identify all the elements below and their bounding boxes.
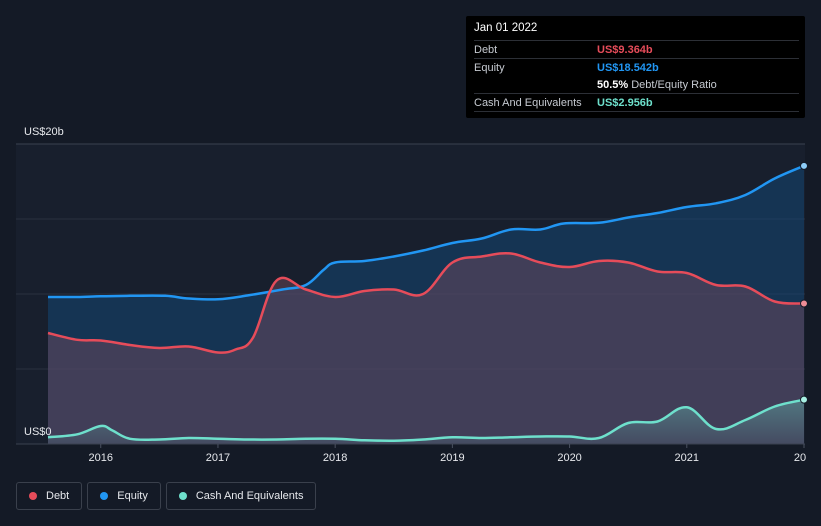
x-axis-ticks: 2016 2017 2018 2019 2020 2021 20 bbox=[89, 444, 806, 464]
x-tick-label: 2017 bbox=[206, 452, 230, 464]
tooltip-ratio-label: Debt/Equity Ratio bbox=[631, 78, 717, 91]
data-tooltip: Jan 01 2022 Debt US$9.364b Equity US$18.… bbox=[466, 16, 805, 118]
debt-line bbox=[47, 251, 805, 354]
chart-legend: Debt Equity Cash And Equivalents bbox=[16, 482, 321, 510]
tooltip-ratio-row: 50.5% Debt/Equity Ratio bbox=[474, 76, 799, 93]
debt-dot-icon bbox=[29, 492, 37, 500]
y-axis-max-label: US$20b bbox=[24, 126, 64, 138]
y-axis-zero-label: US$0 bbox=[24, 426, 52, 438]
tooltip-debt-row: Debt US$9.364b bbox=[474, 40, 799, 58]
x-tick-label: 2019 bbox=[440, 452, 464, 464]
tooltip-debt-label: Debt bbox=[474, 43, 498, 56]
equity-line bbox=[47, 164, 805, 301]
cash-endpoint-marker[interactable] bbox=[800, 395, 808, 404]
equity-dot-icon bbox=[100, 492, 109, 500]
tooltip-equity-row: Equity US$18.542b bbox=[474, 58, 799, 76]
cash-area bbox=[48, 399, 804, 444]
legend-item-cash[interactable]: Cash And Equivalents bbox=[165, 482, 317, 510]
x-tick-label: 2018 bbox=[323, 452, 347, 464]
tooltip-equity-label: Equity bbox=[474, 61, 505, 74]
cash-line bbox=[47, 398, 805, 442]
x-tick-label: 2020 bbox=[557, 452, 581, 464]
cash-dot-icon bbox=[178, 492, 187, 500]
x-tick-label: 20 bbox=[794, 452, 806, 464]
tooltip-date: Jan 01 2022 bbox=[474, 22, 538, 34]
legend-item-equity[interactable]: Equity bbox=[87, 482, 161, 510]
x-tick-label: 2021 bbox=[675, 452, 699, 464]
tooltip-ratio-value: 50.5% bbox=[597, 78, 629, 91]
debt-endpoint-marker[interactable] bbox=[800, 299, 808, 308]
debt-area bbox=[48, 253, 804, 444]
legend-equity-label: Equity bbox=[117, 490, 148, 502]
legend-cash-label: Cash And Equivalents bbox=[195, 490, 304, 502]
tooltip-debt-value: US$9.364b bbox=[597, 43, 653, 56]
tooltip-cash-row: Cash And Equivalents US$2.956b bbox=[474, 93, 799, 112]
legend-item-debt[interactable]: Debt bbox=[16, 482, 83, 510]
equity-area bbox=[48, 165, 804, 444]
tooltip-cash-value: US$2.956b bbox=[597, 96, 653, 109]
legend-debt-label: Debt bbox=[46, 490, 70, 502]
equity-endpoint-marker[interactable] bbox=[800, 161, 808, 170]
x-tick-label: 2016 bbox=[89, 452, 113, 464]
tooltip-cash-label: Cash And Equivalents bbox=[474, 96, 582, 109]
tooltip-equity-value: US$18.542b bbox=[597, 61, 659, 74]
